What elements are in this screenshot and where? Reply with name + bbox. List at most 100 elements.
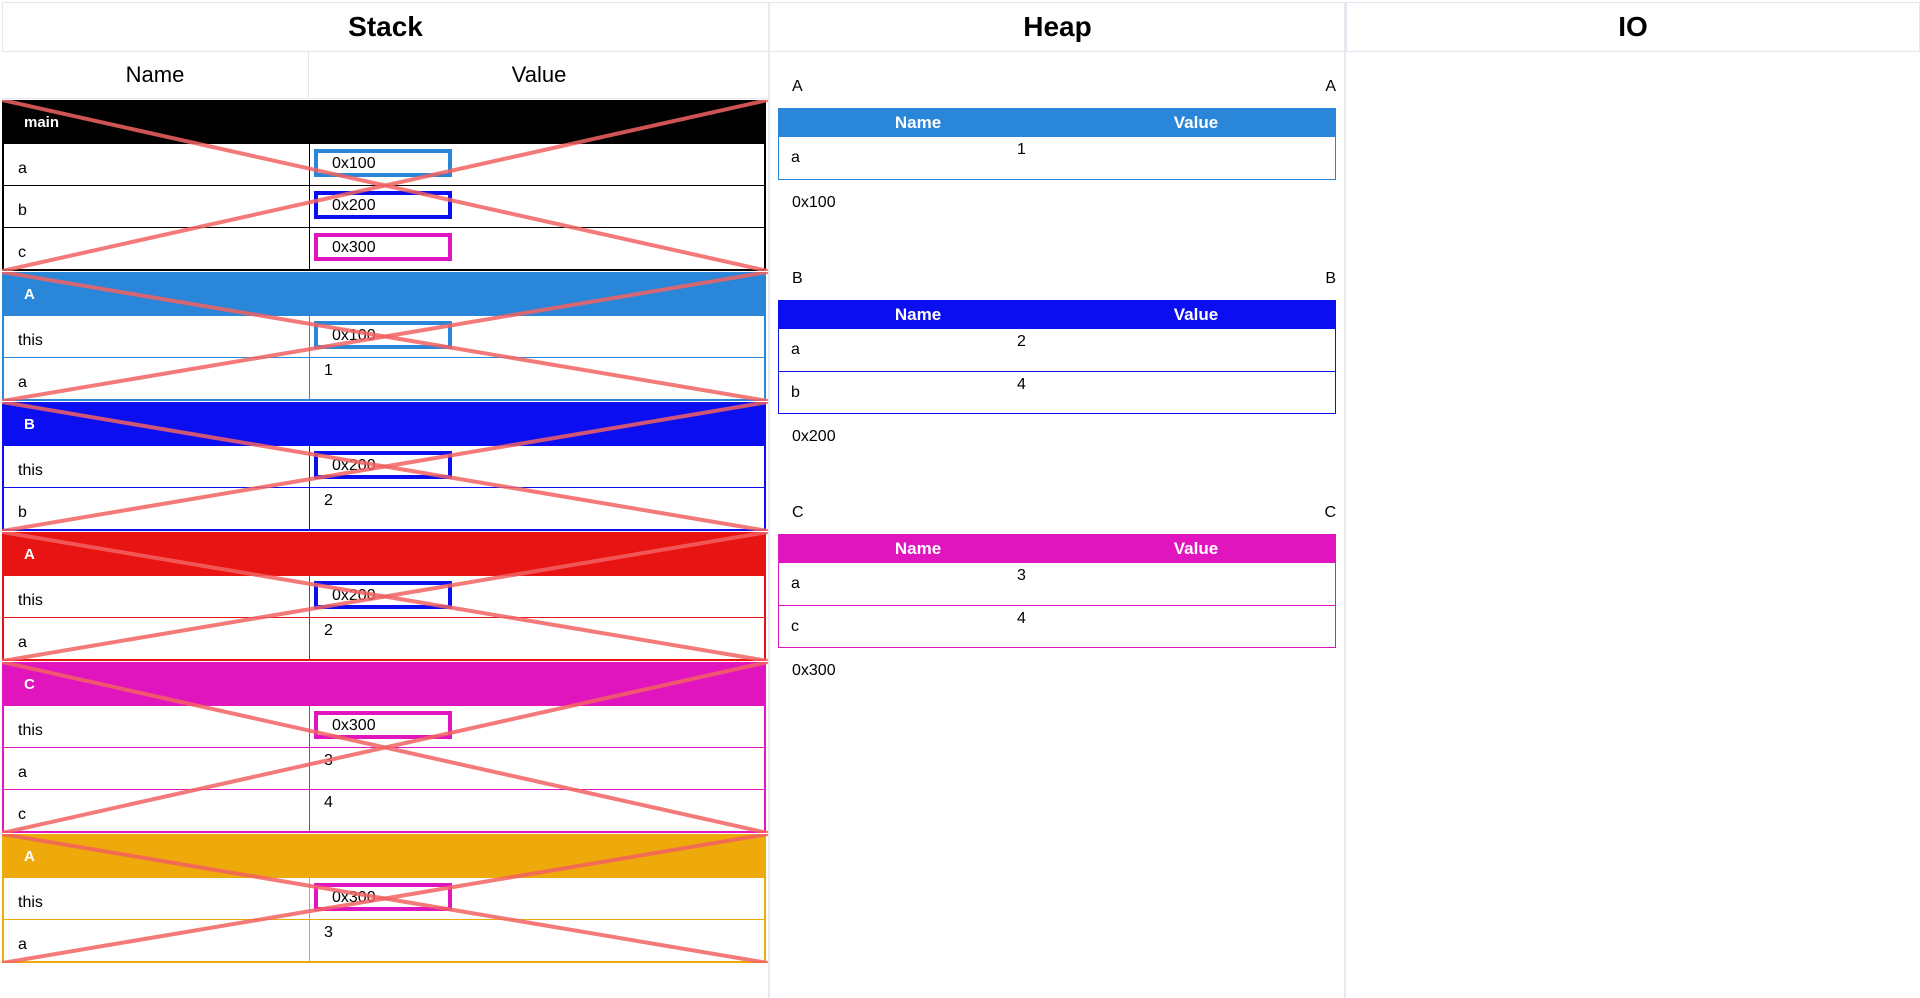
variable-name: this (4, 576, 310, 617)
heap-field-name: a (791, 341, 800, 358)
pointer-reference[interactable]: 0x200 (314, 451, 452, 479)
pointer-reference[interactable]: 0x300 (314, 883, 452, 911)
heap-object-class-label: B (792, 270, 803, 287)
heap-table-header: Name Value (779, 301, 1335, 329)
variable-name: this (4, 706, 310, 747)
heap-name-header: Name (894, 113, 942, 132)
io-panel (1346, 52, 1920, 998)
column-divider (1344, 2, 1346, 998)
variable-value: 1 (324, 362, 333, 379)
heap-field-name: c (791, 618, 799, 635)
heap-field-value: 1 (1017, 141, 1026, 158)
heap-field-name: a (791, 575, 800, 592)
heap-value-header: Value (1173, 539, 1219, 558)
variable-value: 0x300 (310, 878, 764, 919)
heap-field-name: a (791, 149, 800, 166)
heap-table-header: Name Value (779, 109, 1335, 137)
variable-name: a (4, 358, 310, 399)
frame-variable-row: b 0x200 (4, 185, 764, 227)
heap-object-class-label: A (1325, 78, 1336, 95)
heap-table-header: Name Value (779, 535, 1335, 563)
variable-name: a (4, 144, 310, 185)
heap-field-value: 4 (1017, 376, 1026, 393)
pointer-reference[interactable]: 0x300 (314, 233, 452, 261)
pointer-reference[interactable]: 0x100 (314, 149, 452, 177)
pointer-reference[interactable]: 0x100 (314, 321, 452, 349)
stack-frame: main a 0x100 b 0x200 c 0x300 (2, 100, 766, 271)
frame-title: C (4, 664, 764, 705)
heap-object-address: 0x200 (792, 428, 836, 445)
heap-field-value: 4 (1017, 610, 1026, 627)
variable-value: 4 (324, 794, 333, 811)
heap-name-header: Name (894, 305, 942, 324)
variable-name: b (4, 186, 310, 227)
variable-value: 0x300 (310, 228, 764, 269)
frame-title: A (4, 534, 764, 575)
heap-object-address: 0x300 (792, 662, 836, 679)
heap-object-class-label: A (792, 78, 803, 95)
stack-value-header: Value (511, 62, 567, 87)
heap-object-class-label: C (1324, 504, 1336, 521)
heap-name-header: Name (894, 539, 942, 558)
stack-column-header: Stack (2, 2, 769, 52)
heap-value-header: Value (1173, 305, 1219, 324)
heap-object-table: Name Value a 3 c 4 (778, 534, 1336, 648)
frame-variable-row: this 0x300 (4, 705, 764, 747)
frame-variable-row: this 0x200 (4, 445, 764, 487)
variable-name: a (4, 920, 310, 961)
variable-name: a (4, 748, 310, 789)
variable-value: 0x200 (310, 446, 764, 487)
variable-name: this (4, 878, 310, 919)
io-column-header: IO (1346, 2, 1920, 52)
variable-value: 2 (324, 492, 333, 509)
variable-value: 2 (324, 622, 333, 639)
heap-object-class-label: B (1325, 270, 1336, 287)
frame-title: A (4, 836, 764, 877)
column-divider (768, 2, 770, 998)
frame-variable-row: this 0x100 (4, 315, 764, 357)
frame-title: A (4, 274, 764, 315)
heap-object-class-label: C (792, 504, 804, 521)
pointer-reference[interactable]: 0x200 (314, 581, 452, 609)
heap-field-value: 2 (1017, 333, 1026, 350)
frame-variable-row: c 0x300 (4, 227, 764, 269)
pointer-reference[interactable]: 0x200 (314, 191, 452, 219)
variable-name: c (4, 790, 310, 831)
frame-variable-row: this 0x200 (4, 575, 764, 617)
frame-variable-row: this 0x300 (4, 877, 764, 919)
heap-column-header: Heap (769, 2, 1346, 52)
stack-name-header: Name (2, 52, 309, 98)
frame-title: main (4, 102, 764, 143)
heap-object-address: 0x100 (792, 194, 836, 211)
stack-table-header: Name Value (2, 52, 769, 99)
variable-name: c (4, 228, 310, 269)
heap-object-table: Name Value a 1 (778, 108, 1336, 180)
heap-field-value: 3 (1017, 567, 1026, 584)
variable-name: a (4, 618, 310, 659)
variable-value: 0x100 (310, 316, 764, 357)
variable-value: 0x300 (310, 706, 764, 747)
heap-value-header: Value (1173, 113, 1219, 132)
variable-name: this (4, 446, 310, 487)
variable-name: b (4, 488, 310, 529)
variable-name: this (4, 316, 310, 357)
variable-value: 0x200 (310, 576, 764, 617)
pointer-reference[interactable]: 0x300 (314, 711, 452, 739)
frame-title: B (4, 404, 764, 445)
variable-value: 0x200 (310, 186, 764, 227)
variable-value: 0x100 (310, 144, 764, 185)
variable-value: 3 (324, 752, 333, 769)
